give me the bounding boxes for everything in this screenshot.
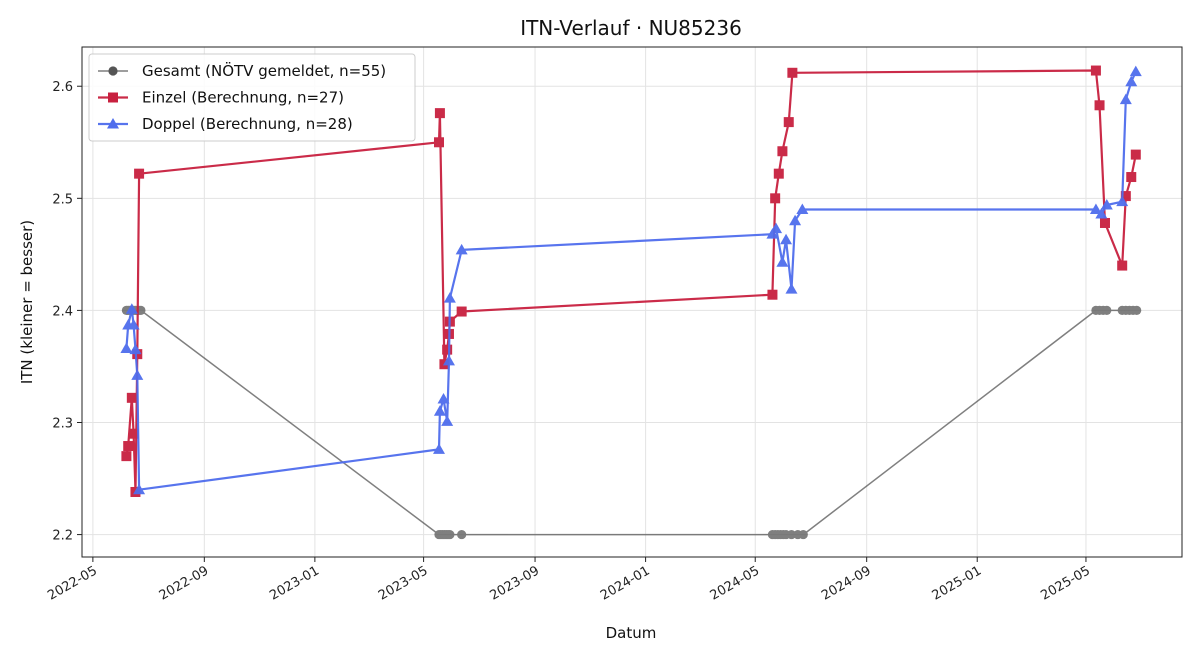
data-point-doppel bbox=[1129, 65, 1142, 77]
data-point-doppel bbox=[442, 354, 455, 366]
data-point-doppel bbox=[1116, 195, 1129, 207]
data-point-doppel bbox=[1089, 203, 1102, 215]
data-point-doppel bbox=[1100, 199, 1113, 210]
data-point-einzel bbox=[1126, 172, 1137, 183]
legend: Gesamt (NÖTV gemeldet, n=55) Einzel (Bere… bbox=[88, 53, 416, 142]
y-tick-label: 2.6 bbox=[52, 80, 73, 95]
legend-marker-doppel bbox=[107, 118, 119, 129]
y-axis: 2.2 2.3 2.4 2.5 2.6 bbox=[52, 80, 82, 544]
data-point-doppel bbox=[789, 214, 802, 226]
data-point-einzel bbox=[442, 344, 453, 355]
data-point-einzel bbox=[434, 108, 445, 119]
data-point-einzel bbox=[767, 289, 778, 300]
data-point-einzel bbox=[126, 392, 137, 403]
data-point-doppel bbox=[127, 318, 140, 330]
data-point-doppel bbox=[433, 405, 446, 416]
data-point-einzel bbox=[123, 441, 134, 452]
y-tick-label: 2.2 bbox=[52, 529, 73, 544]
legend-label-doppel: Doppel (Berechnung, n=28) bbox=[142, 115, 353, 133]
data-point-einzel bbox=[434, 137, 445, 148]
data-point-einzel bbox=[1120, 191, 1131, 202]
data-point-doppel bbox=[433, 443, 446, 454]
data-point-gesamt bbox=[786, 529, 797, 540]
series-layer bbox=[120, 65, 1142, 540]
data-point-doppel bbox=[776, 256, 789, 267]
data-point-doppel bbox=[437, 392, 450, 404]
data-point-einzel bbox=[1130, 149, 1141, 160]
data-point-einzel bbox=[121, 451, 132, 462]
series-einzel bbox=[121, 65, 1141, 497]
data-point-einzel bbox=[456, 306, 467, 317]
data-point-doppel bbox=[131, 369, 144, 380]
data-point-einzel bbox=[1094, 100, 1105, 111]
data-point-doppel bbox=[1125, 75, 1138, 87]
data-point-einzel bbox=[1090, 65, 1101, 76]
data-point-doppel bbox=[766, 228, 779, 239]
y-tick-label: 2.4 bbox=[52, 304, 73, 319]
data-point-einzel bbox=[773, 168, 784, 179]
data-point-doppel bbox=[133, 483, 146, 495]
data-point-einzel bbox=[1099, 217, 1110, 228]
data-point-doppel bbox=[780, 233, 793, 245]
legend-marker-gesamt bbox=[108, 66, 118, 76]
data-point-einzel bbox=[128, 428, 139, 439]
data-point-gesamt bbox=[457, 529, 467, 540]
series-doppel bbox=[120, 65, 1142, 495]
data-point-doppel bbox=[1095, 208, 1108, 219]
data-point-doppel bbox=[796, 203, 809, 215]
data-point-gesamt bbox=[445, 529, 455, 540]
data-point-einzel bbox=[1117, 260, 1128, 271]
legend-item-gesamt: Gesamt (NÖTV gemeldet, n=55) bbox=[98, 61, 386, 80]
data-point-einzel bbox=[787, 67, 798, 78]
data-point-einzel bbox=[770, 193, 781, 204]
data-point-doppel bbox=[129, 343, 142, 355]
chart-title: ITN-Verlauf · NU85236 bbox=[520, 16, 742, 40]
data-point-doppel bbox=[770, 222, 783, 234]
legend-label-gesamt: Gesamt (NÖTV gemeldet, n=55) bbox=[142, 61, 386, 80]
data-point-doppel bbox=[785, 283, 798, 294]
data-point-einzel bbox=[777, 146, 788, 157]
data-point-gesamt bbox=[1132, 305, 1142, 316]
plot-frame bbox=[81, 46, 1183, 558]
data-point-doppel bbox=[120, 342, 133, 354]
data-point-doppel bbox=[125, 303, 138, 314]
legend-box bbox=[88, 53, 416, 142]
x-axis-title: Datum bbox=[606, 624, 657, 642]
y-axis-title: ITN (kleiner = besser) bbox=[18, 220, 36, 384]
y-tick-label: 2.5 bbox=[52, 192, 73, 207]
data-point-doppel bbox=[441, 415, 454, 426]
legend-label-einzel: Einzel (Berechnung, n=27) bbox=[142, 89, 344, 107]
data-point-doppel bbox=[1119, 93, 1132, 105]
data-point-einzel bbox=[783, 117, 794, 128]
legend-marker-einzel bbox=[108, 92, 118, 103]
data-point-einzel bbox=[134, 168, 145, 179]
legend-item-einzel: Einzel (Berechnung, n=27) bbox=[98, 89, 344, 107]
data-point-gesamt bbox=[798, 529, 808, 540]
legend-item-doppel: Doppel (Berechnung, n=28) bbox=[98, 115, 353, 133]
y-tick-label: 2.3 bbox=[52, 416, 73, 431]
data-point-gesamt bbox=[1102, 305, 1112, 316]
data-point-doppel bbox=[455, 243, 468, 255]
data-point-doppel bbox=[443, 292, 456, 303]
